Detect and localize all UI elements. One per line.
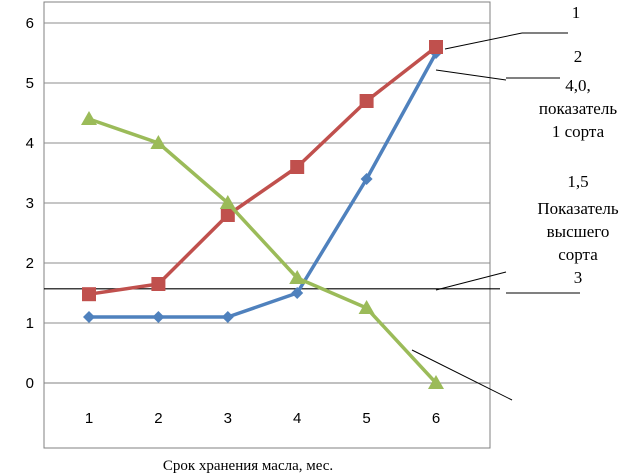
series-2-point — [151, 277, 166, 291]
y-tick-label: 1 — [26, 315, 34, 332]
y-tick-label: 2 — [26, 255, 34, 272]
annotation-3-line: 1,5 — [567, 172, 588, 191]
x-axis-ticks: 1 2 3 4 5 6 — [85, 410, 440, 427]
series-3-point — [150, 135, 167, 149]
annotation-1-line: 1 — [572, 3, 581, 22]
series-1-point — [221, 311, 234, 323]
annotation-3-line: сорта — [558, 245, 598, 264]
y-tick-label: 5 — [26, 75, 34, 92]
annotations: 1 2 4,0, показатель 1 сорта 1,5 Показатель высш… — [537, 3, 619, 287]
series-3-point — [428, 375, 444, 389]
annotation-3-line: 3 — [574, 268, 583, 287]
leader-line — [411, 349, 513, 401]
x-tick-label: 2 — [154, 410, 162, 427]
series-1-point — [83, 311, 95, 323]
series-2-line — [88, 45, 438, 296]
y-axis-ticks: 0 1 2 3 4 5 6 — [26, 15, 34, 392]
series-1-point — [152, 311, 165, 323]
y-tick-label: 0 — [26, 375, 34, 392]
series-3-point — [358, 300, 375, 314]
leader-line — [435, 271, 507, 291]
series-2-point — [290, 160, 305, 174]
series-2-point — [220, 208, 235, 222]
series-3-point — [219, 195, 236, 209]
y-tick-label: 3 — [26, 195, 34, 212]
gridlines — [44, 22, 490, 384]
x-tick-label: 4 — [293, 410, 301, 427]
y-tick-label: 6 — [26, 15, 34, 32]
annotation-2-line: 4,0, — [565, 76, 591, 95]
series-2-point — [82, 287, 96, 302]
plot-border — [43, 1, 491, 449]
series-2-point — [359, 94, 374, 108]
series-3-point — [289, 270, 306, 284]
annotation-2-line: 2 — [574, 47, 583, 66]
leader-lines — [411, 32, 580, 401]
annotation-2-line: показатель — [539, 99, 617, 118]
series-1-point — [291, 287, 304, 299]
series-2-point — [429, 40, 443, 54]
leader-line — [435, 69, 507, 81]
x-axis-label: Срок хранения масла, мес. — [163, 458, 333, 474]
series-3-line — [88, 117, 438, 385]
x-tick-label: 1 — [85, 410, 93, 427]
annotation-3-line: высшего — [547, 222, 610, 241]
x-tick-label: 5 — [362, 410, 370, 427]
series-1-point — [360, 173, 373, 185]
series-1-line — [89, 52, 438, 319]
series-3-point — [81, 111, 97, 125]
x-tick-label: 6 — [432, 410, 440, 427]
annotation-3-line: Показатель — [537, 199, 619, 218]
leader-line — [444, 32, 523, 50]
annotation-2-line: 1 сорта — [552, 122, 605, 141]
y-tick-label: 4 — [26, 135, 34, 152]
x-tick-label: 3 — [224, 410, 232, 427]
series-layer — [81, 40, 444, 389]
